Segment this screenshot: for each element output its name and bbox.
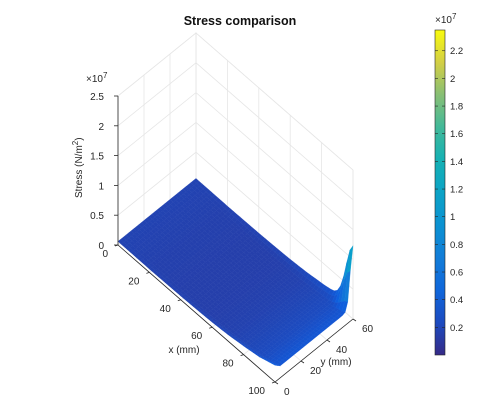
axes-lines <box>117 96 354 383</box>
x-tick-label: 100 <box>248 386 265 397</box>
z-axis-label: Stress (N/m2) <box>71 137 85 198</box>
x-tick-mark <box>271 381 276 384</box>
colorbar-tick-label: 1.6 <box>450 129 463 140</box>
z-gridline <box>117 62 354 201</box>
x-tick-mark <box>146 272 150 274</box>
y-tick-mark <box>326 339 331 343</box>
y-tick-mark <box>274 381 279 385</box>
svg-text:×107: ×107 <box>86 71 108 85</box>
x-axis-label: x (mm) <box>168 345 199 356</box>
y-tick-label: 60 <box>362 324 374 335</box>
colorbar-tick-label: 0.2 <box>450 323 463 334</box>
colorbar-tick-label: 1.8 <box>450 102 463 113</box>
chart-title: Stress comparison <box>184 14 297 28</box>
colorbar-tick-label: 0.8 <box>450 240 463 251</box>
svg-text:×107: ×107 <box>435 12 457 26</box>
z-exponent-label: ×107 <box>86 71 108 85</box>
x-tick-label: 40 <box>160 304 172 315</box>
y-axis-label: y (mm) <box>320 357 351 368</box>
y-tick-label: 0 <box>284 387 290 398</box>
colorbar-gradient <box>434 29 446 356</box>
axis-ticks: 0 20 40 60 80 100 0 20 40 60 0 0.5 1 1.5 2 2.5 <box>90 92 373 398</box>
y-axis-line <box>274 318 354 383</box>
x-tick-mark <box>240 354 244 356</box>
z-tick-label: 1 <box>98 181 104 192</box>
surface-patch <box>347 245 354 273</box>
x-tick-label: 20 <box>128 276 140 287</box>
x-tick-label: 80 <box>222 359 234 370</box>
x-axis-line <box>117 244 276 383</box>
colorbar: 0.2 0.4 0.6 0.8 1 1.2 1.4 1.6 1.8 2 2.2 <box>434 29 463 356</box>
stress-surface <box>117 178 354 367</box>
y-tick-label: 40 <box>336 345 348 356</box>
x-tick-mark <box>177 299 181 302</box>
colorbar-tick-label: 1.4 <box>450 157 463 168</box>
colorbar-tick-label: 2.2 <box>450 46 463 57</box>
z-tick-label: 0 <box>98 241 104 252</box>
z-tick-label: 1.5 <box>90 152 104 163</box>
colorbar-tick-label: 2 <box>450 74 455 85</box>
colorbar-tick-label: 0.4 <box>450 295 463 306</box>
colorbar-tick-label: 1 <box>450 212 455 223</box>
y-tick-mark <box>352 318 357 322</box>
z-gridline <box>117 92 354 230</box>
colorbar-exponent-label: ×107 <box>435 12 457 26</box>
y-tick-label: 20 <box>310 366 322 377</box>
x-tick-mark <box>209 326 213 329</box>
z-tick-label: 0.5 <box>90 211 104 222</box>
colorbar-tick-label: 0.6 <box>450 268 463 279</box>
x-tick-label: 60 <box>191 331 203 342</box>
z-tick-label: 2.5 <box>90 92 104 103</box>
z-tick-label: 2 <box>98 122 104 133</box>
x-tick-label: 0 <box>102 249 108 260</box>
z-gridline <box>117 32 354 171</box>
y-tick-mark <box>300 360 305 364</box>
colorbar-tick-label: 1.2 <box>450 185 463 196</box>
